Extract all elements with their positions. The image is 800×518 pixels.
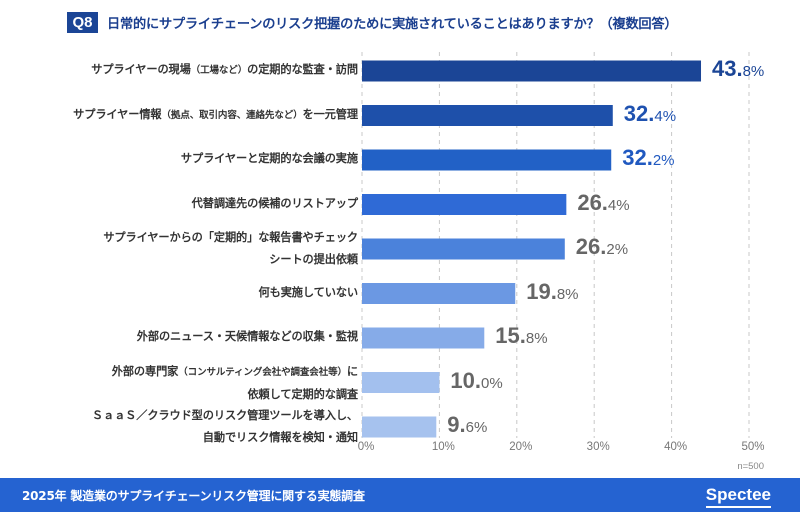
value-label-integer: 26. — [575, 234, 607, 259]
x-tick-label: 50% — [741, 441, 765, 453]
category-label-note: （拠点、取引内容、連絡先など） — [161, 109, 303, 121]
category-label-text: 何も実施していない — [258, 285, 359, 299]
category-label-text: に — [346, 364, 358, 378]
category-label-text: サプライヤーの現場 — [91, 63, 191, 76]
category-label-line: サプライヤーの現場（工場など）の定期的な監査・訪問 — [91, 59, 358, 82]
bar — [362, 327, 485, 349]
category-label: 何も実施していない — [258, 282, 359, 304]
category-label-text: シートの提出依頼 — [269, 253, 358, 266]
bar — [362, 149, 612, 171]
value-label-integer: 43. — [712, 56, 743, 81]
x-tick-label: 30% — [586, 441, 610, 453]
x-tick-label: 0% — [357, 441, 375, 453]
category-label-text: を一元管理 — [302, 107, 359, 121]
category-label: 外部の専門家（コンサルティング会社や調査会社等）に依頼して定期的な調査 — [112, 361, 358, 406]
value-label-decimal: 2% — [652, 152, 675, 169]
category-label-note: （コンサルティング会社や調査会社等） — [178, 366, 347, 378]
survey-title: 2025年 製造業のサプライチェーンリスク管理に関する実態調査 — [22, 488, 365, 503]
category-label: 外部のニュース・天候情報などの収集・監視 — [137, 326, 358, 348]
bar — [362, 60, 702, 82]
category-label: ＳａａＳ／クラウド型のリスク管理ツールを導入し、自動でリスク情報を検知・通知 — [92, 405, 358, 449]
value-label-integer: 10. — [450, 367, 481, 393]
category-label-line: サプライヤー情報（拠点、取引内容、連絡先など）を一元管理 — [73, 104, 358, 127]
category-label-line: サプライヤーからの「定期的」な報告書やチェック — [103, 227, 358, 249]
value-label: 43.8% — [712, 56, 764, 82]
x-tick-label: 40% — [664, 441, 688, 453]
value-label-decimal: 8% — [525, 330, 548, 347]
category-label-text: の定期的な監査・訪問 — [247, 63, 358, 76]
bar — [362, 194, 567, 215]
value-label-integer: 32. — [623, 100, 655, 126]
sample-size-note: n=500 — [737, 461, 764, 472]
category-label-text: 自動でリスク情報を検知・通知 — [202, 431, 358, 444]
category-label-line: ＳａａＳ／クラウド型のリスク管理ツールを導入し、 — [92, 405, 358, 427]
value-label-decimal: 2% — [606, 241, 629, 258]
category-label-text: サプライヤーからの「定期的」な報告書やチェック — [103, 231, 358, 244]
bar — [362, 105, 613, 126]
value-label: 19.8% — [526, 279, 578, 305]
category-label-text: サプライヤー情報 — [73, 107, 162, 121]
category-label-line: サプライヤーと定期的な会議の実施 — [181, 148, 358, 170]
category-label: サプライヤーからの「定期的」な報告書やチェックシートの提出依頼 — [103, 227, 358, 271]
category-label-text: 依頼して定期的な調査 — [247, 387, 358, 401]
category-label-text: 外部の専門家 — [111, 364, 179, 378]
value-label-decimal: 8% — [742, 63, 765, 80]
category-label: サプライヤー情報（拠点、取引内容、連絡先など）を一元管理 — [73, 104, 358, 127]
value-label-integer: 19. — [526, 278, 557, 304]
x-tick-label: 20% — [509, 441, 533, 453]
category-label-text: 代替調達先の候補のリストアップ — [191, 196, 358, 210]
value-label-decimal: 4% — [607, 196, 630, 214]
question-badge: Q8 — [67, 11, 98, 33]
category-label: サプライヤーの現場（工場など）の定期的な監査・訪問 — [91, 59, 358, 82]
value-label: 32.4% — [624, 101, 676, 127]
category-label-line: 外部のニュース・天候情報などの収集・監視 — [137, 326, 358, 348]
bar — [362, 416, 437, 438]
bar-chart: 0% 10% 20% 30% 40% 50% 43.8% サプライヤーの現場（工場など）の定期… — [73, 52, 765, 453]
category-label-line: 何も実施していない — [258, 282, 359, 304]
category-label-line: シートの提出依頼 — [103, 249, 358, 271]
question-header: Q8 日常的にサプライチェーンのリスク把握のために実施されていることはありますか… — [67, 11, 678, 33]
value-label: 26.4% — [577, 190, 629, 216]
category-label-line: 依頼して定期的な調査 — [112, 384, 358, 406]
logo-text: Spectee — [705, 485, 771, 504]
category-label-note: （工場など） — [190, 65, 248, 76]
category-label: サプライヤーと定期的な会議の実施 — [181, 148, 358, 170]
value-label-integer: 15. — [495, 323, 526, 348]
value-label-decimal: 8% — [556, 285, 579, 303]
value-label: 10.0% — [450, 368, 502, 394]
value-label: 26.2% — [576, 234, 628, 260]
category-label-line: 自動でリスク情報を検知・通知 — [92, 427, 358, 449]
footer-banner: 2025年 製造業のサプライチェーンリスク管理に関する実態調査 Spectee — [0, 478, 800, 512]
category-label-line: 外部の専門家（コンサルティング会社や調査会社等）に — [112, 361, 358, 384]
spectee-logo: Spectee — [705, 485, 771, 508]
bar — [362, 238, 565, 260]
value-label: 32.2% — [622, 145, 674, 171]
value-label-integer: 32. — [622, 145, 653, 170]
category-label-text: 外部のニュース・天候情報などの収集・監視 — [136, 330, 358, 343]
value-label: 15.8% — [495, 323, 547, 349]
value-label-integer: 26. — [577, 189, 608, 215]
category-label: 代替調達先の候補のリストアップ — [192, 193, 358, 215]
logo-underline — [705, 506, 771, 508]
value-label-decimal: 0% — [480, 374, 503, 392]
category-label-text: ＳａａＳ／クラウド型のリスク管理ツールを導入し、 — [91, 409, 358, 422]
question-title: 日常的にサプライチェーンのリスク把握のために実施されていることはありますか？（複… — [107, 16, 678, 32]
category-label-line: 代替調達先の候補のリストアップ — [192, 193, 358, 215]
bar — [362, 372, 440, 393]
value-label-decimal: 6% — [465, 419, 488, 436]
value-label-decimal: 4% — [654, 107, 677, 125]
x-tick-label: 10% — [431, 441, 455, 453]
chart-plot-area — [361, 52, 750, 438]
bar — [362, 283, 516, 304]
value-label: 9.6% — [447, 412, 487, 438]
category-label-text: サプライヤーと定期的な会議の実施 — [180, 152, 358, 165]
value-label-integer: 9. — [447, 412, 466, 437]
